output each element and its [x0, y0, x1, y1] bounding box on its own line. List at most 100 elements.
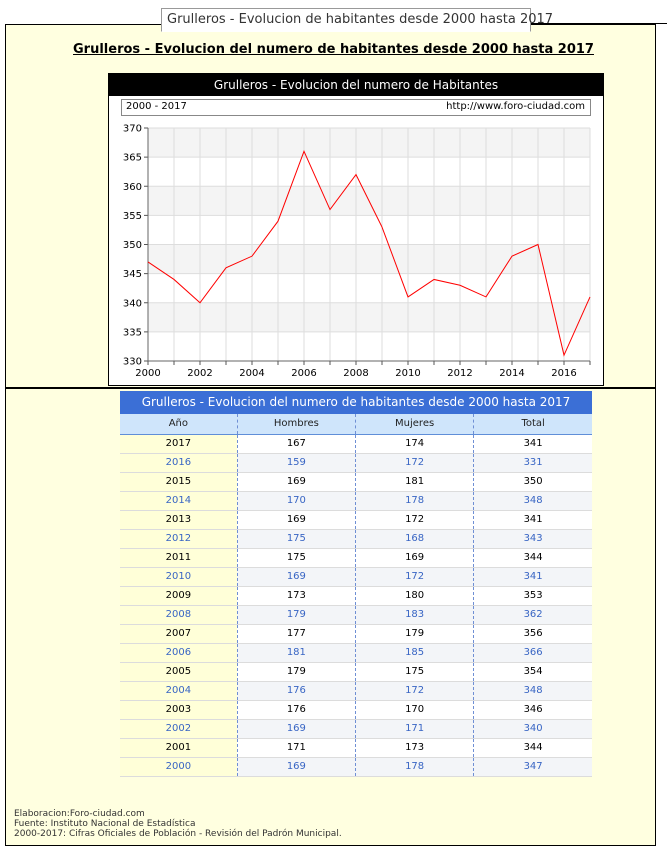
- cell-men: 176: [236, 681, 356, 701]
- grid-band: [148, 215, 590, 245]
- cell-women: 169: [354, 548, 474, 568]
- cell-total: 344: [473, 548, 592, 568]
- cell-year: 2007: [120, 624, 238, 644]
- table-body: 2017 167 174 341 2016 159 172 331 2015 169 181 350 2…: [120, 434, 592, 777]
- grid-band: [148, 302, 590, 332]
- y-tick-label: 355: [123, 211, 142, 222]
- cell-total: 343: [473, 529, 592, 549]
- top-rule: [530, 23, 667, 24]
- cell-total: 362: [473, 605, 592, 625]
- cell-women: 172: [354, 510, 474, 530]
- x-tick-label: 2006: [291, 368, 316, 379]
- y-tick-label: 330: [123, 357, 142, 368]
- cell-men: 169: [236, 567, 356, 587]
- cell-total: 331: [473, 453, 592, 473]
- table-row: 2005 179 175 354: [120, 662, 592, 682]
- cell-men: 169: [236, 510, 356, 530]
- cell-year: 2015: [120, 472, 238, 492]
- cell-total: 346: [473, 700, 592, 720]
- table-row: 2011 175 169 344: [120, 548, 592, 568]
- cell-men: 169: [236, 472, 356, 492]
- table-row: 2012 175 168 343: [120, 529, 592, 549]
- cell-total: 353: [473, 586, 592, 606]
- table-row: 2006 181 185 366: [120, 643, 592, 663]
- cell-total: 347: [473, 757, 592, 777]
- cell-women: 178: [354, 491, 474, 511]
- cell-total: 341: [473, 434, 592, 454]
- table-row: 2008 179 183 362: [120, 605, 592, 625]
- cell-men: 179: [236, 662, 356, 682]
- population-table-section: Grulleros - Evolucion del numero de habi…: [120, 391, 592, 777]
- cell-total: 340: [473, 719, 592, 739]
- x-tick-label: 2008: [343, 368, 368, 379]
- y-tick-label: 335: [123, 327, 142, 338]
- footer-credit: Elaboracion:Foro-ciudad.com: [14, 809, 145, 819]
- cell-women: 185: [354, 643, 474, 663]
- x-tick-label: 2014: [499, 368, 524, 379]
- table-row: 2013 169 172 341: [120, 510, 592, 530]
- header-year: Año: [120, 414, 238, 435]
- cell-men: 173: [236, 586, 356, 606]
- cell-year: 2000: [120, 757, 238, 777]
- line-chart: 330 335 340 345 350 355 360 365 370 2000 2002 2004 2…: [123, 124, 591, 379]
- chart-range-label: 2000 - 2017: [126, 101, 187, 112]
- table-row: 2003 176 170 346: [120, 700, 592, 720]
- series-line: [147, 149, 591, 357]
- cell-total: 366: [473, 643, 592, 663]
- table-row: 2001 171 173 344: [120, 738, 592, 758]
- population-table: Año Hombres Mujeres Total 2017 167 174 341 2…: [120, 414, 592, 777]
- cell-men: 175: [236, 548, 356, 568]
- cell-year: 2006: [120, 643, 238, 663]
- cell-total: 350: [473, 472, 592, 492]
- grid-band: [148, 331, 590, 361]
- cell-men: 169: [236, 757, 356, 777]
- header-men: Hombres: [236, 414, 356, 435]
- page-tab-title: Grulleros - Evolucion de habitantes desd…: [161, 8, 553, 32]
- table-row: 2007 177 179 356: [120, 624, 592, 644]
- cell-women: 172: [354, 453, 474, 473]
- y-tick-label: 365: [123, 153, 142, 164]
- grid-band: [148, 244, 590, 274]
- header-total: Total: [473, 414, 592, 435]
- cell-total: 348: [473, 491, 592, 511]
- cell-women: 181: [354, 472, 474, 492]
- footer-source: Fuente: Instituto Nacional de Estadístic…: [14, 819, 196, 829]
- cell-year: 2017: [120, 434, 238, 454]
- cell-women: 173: [354, 738, 474, 758]
- x-tick-label: 2012: [447, 368, 472, 379]
- table-row: 2004 176 172 348: [120, 681, 592, 701]
- cell-men: 181: [236, 643, 356, 663]
- table-row: 2016 159 172 331: [120, 453, 592, 473]
- cell-total: 348: [473, 681, 592, 701]
- chart-header: Grulleros - Evolucion del numero de Habi…: [109, 74, 603, 96]
- x-tick-label: 2004: [239, 368, 264, 379]
- section-divider: [5, 387, 656, 389]
- cell-men: 176: [236, 700, 356, 720]
- cell-year: 2013: [120, 510, 238, 530]
- header-women: Mujeres: [354, 414, 474, 435]
- cell-women: 183: [354, 605, 474, 625]
- cell-year: 2005: [120, 662, 238, 682]
- footer-note: 2000-2017: Cifras Oficiales de Población…: [14, 829, 342, 839]
- cell-women: 175: [354, 662, 474, 682]
- table-header-row: Año Hombres Mujeres Total: [120, 414, 592, 435]
- y-tick-label: 350: [123, 240, 142, 251]
- cell-year: 2016: [120, 453, 238, 473]
- page-heading: Grulleros - Evolucion del numero de habi…: [73, 42, 594, 57]
- cell-total: 341: [473, 567, 592, 587]
- table-row: 2002 169 171 340: [120, 719, 592, 739]
- cell-women: 179: [354, 624, 474, 644]
- x-tick-label: 2010: [395, 368, 420, 379]
- cell-women: 168: [354, 529, 474, 549]
- grid-band: [148, 128, 590, 158]
- cell-men: 179: [236, 605, 356, 625]
- cell-men: 175: [236, 529, 356, 549]
- grid-band: [148, 273, 590, 303]
- table-row: 2017 167 174 341: [120, 434, 592, 454]
- grid-band: [148, 157, 590, 187]
- cell-men: 159: [236, 453, 356, 473]
- table-title: Grulleros - Evolucion del numero de habi…: [120, 391, 592, 414]
- cell-year: 2010: [120, 567, 238, 587]
- cell-total: 356: [473, 624, 592, 644]
- table-row: 2000 169 178 347: [120, 757, 592, 777]
